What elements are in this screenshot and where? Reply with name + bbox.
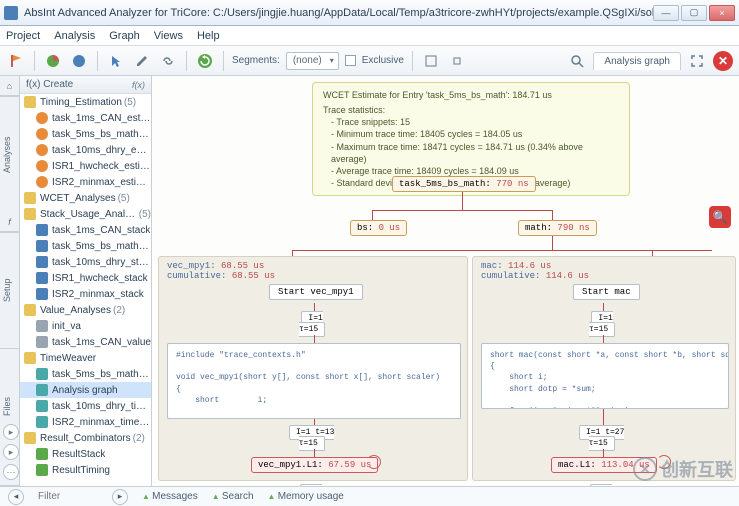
tree-item[interactable]: task_10ms_dhry_timewea bbox=[20, 398, 151, 414]
close-button[interactable]: × bbox=[709, 5, 735, 21]
tool-fullscreen-icon[interactable] bbox=[687, 51, 707, 71]
tree-group[interactable]: Result_Combinators (2) bbox=[20, 430, 151, 446]
tree-group[interactable]: Stack_Usage_Analyses (5) bbox=[20, 206, 151, 222]
nav-down-icon[interactable]: ▸ bbox=[3, 444, 19, 460]
status-next-button[interactable]: ▸ bbox=[112, 489, 128, 505]
tool-search-icon[interactable] bbox=[567, 51, 587, 71]
wcet-line: Minimum trace time: 18405 cycles = 184.0… bbox=[331, 128, 619, 140]
status-bar: ◂ ▸ Messages Search Memory usage bbox=[0, 486, 739, 506]
menu-bar: Project Analysis Graph Views Help bbox=[0, 26, 739, 46]
exclusive-checkbox[interactable] bbox=[345, 55, 356, 66]
tab-analysis-graph[interactable]: Analysis graph bbox=[593, 52, 681, 70]
segments-combo[interactable]: (none) bbox=[286, 52, 339, 70]
tree-item[interactable]: task_5ms_bs_math_timewe bbox=[20, 366, 151, 382]
nav-circles: ▸ ▸ ⋯ bbox=[3, 424, 19, 480]
tree-group[interactable]: TimeWeaver bbox=[20, 350, 151, 366]
wcet-header: WCET Estimate for Entry 'task_5ms_bs_mat… bbox=[323, 89, 619, 101]
tree-group[interactable]: Value_Analyses (2) bbox=[20, 302, 151, 318]
tree-item[interactable]: ResultTiming bbox=[20, 462, 151, 478]
watermark: ✕创新互联 bbox=[633, 456, 733, 482]
node-bs[interactable]: bs: 0 us bbox=[350, 220, 407, 236]
tool-collapse-icon[interactable] bbox=[447, 51, 467, 71]
node-root[interactable]: task_5ms_bs_math: 770 ns bbox=[392, 176, 536, 192]
segments-label: Segments: bbox=[232, 55, 280, 66]
node-i2-right[interactable]: I=1 t=27τ=15 bbox=[579, 425, 624, 451]
tree-item[interactable]: ISR2_minmax_estimate bbox=[20, 174, 151, 190]
title-bar: AbsInt Advanced Analyzer for TriCore: C:… bbox=[0, 0, 739, 26]
tree-item[interactable]: ResultStack bbox=[20, 446, 151, 462]
sidetab-home-icon[interactable]: ⌂ bbox=[0, 76, 19, 96]
tree-item[interactable]: init_va bbox=[20, 318, 151, 334]
exclusive-label: Exclusive bbox=[362, 55, 404, 66]
tool-pie-icon[interactable] bbox=[43, 51, 63, 71]
wcet-sub: Trace statistics: bbox=[323, 104, 619, 116]
canvas-search-button[interactable]: 🔍 bbox=[709, 206, 731, 228]
node-math[interactable]: math: 790 ns bbox=[518, 220, 597, 236]
window-title: AbsInt Advanced Analyzer for TriCore: C:… bbox=[24, 7, 653, 19]
node-i2-left[interactable]: I=1 t=13τ=15 bbox=[289, 425, 334, 451]
tree-item[interactable]: task_5ms_bs_math_estim bbox=[20, 126, 151, 142]
sidetab-fx-icon[interactable]: f bbox=[0, 212, 19, 232]
tree-item[interactable]: Analysis graph bbox=[20, 382, 151, 398]
close-tab-button[interactable]: ✕ bbox=[713, 51, 733, 71]
graph-canvas[interactable]: WCET Estimate for Entry 'task_5ms_bs_mat… bbox=[152, 76, 739, 486]
tool-link-icon[interactable] bbox=[158, 51, 178, 71]
code-mac: short mac(const short *a, const short *b… bbox=[481, 343, 729, 409]
wcet-line: Maximum trace time: 18471 cycles = 184.7… bbox=[331, 141, 619, 165]
menu-analysis[interactable]: Analysis bbox=[54, 30, 95, 42]
tool-globe-icon[interactable] bbox=[69, 51, 89, 71]
menu-project[interactable]: Project bbox=[6, 30, 40, 42]
node-loop-vecmpy1[interactable]: vec_mpy1.L1: 67.59 us bbox=[251, 457, 378, 473]
tool-expand-icon[interactable] bbox=[421, 51, 441, 71]
node-start-vecmpy1[interactable]: Start vec_mpy1 bbox=[269, 284, 363, 300]
tree-item[interactable]: task_1ms_CAN_value bbox=[20, 334, 151, 350]
tree-item[interactable]: ISR2_minmax_timeweave bbox=[20, 414, 151, 430]
loop-icon bbox=[367, 455, 381, 469]
menu-graph[interactable]: Graph bbox=[109, 30, 140, 42]
tree-item[interactable]: ISR1_hwcheck_estimate bbox=[20, 158, 151, 174]
tree-item[interactable]: task_10ms_dhry_estimate bbox=[20, 142, 151, 158]
tree-group[interactable]: WCET_Analyses (5) bbox=[20, 190, 151, 206]
nav-more-icon[interactable]: ⋯ bbox=[3, 464, 19, 480]
maximize-button[interactable]: ▢ bbox=[681, 5, 707, 21]
node-i1-right[interactable]: I=1τ=15 bbox=[589, 311, 615, 337]
tree-item[interactable]: task_1ms_CAN_stack bbox=[20, 222, 151, 238]
tool-cursor-icon[interactable] bbox=[106, 51, 126, 71]
menu-help[interactable]: Help bbox=[197, 30, 220, 42]
tool-edit-icon[interactable] bbox=[132, 51, 152, 71]
status-prev-button[interactable]: ◂ bbox=[8, 489, 24, 505]
sidetab-setup[interactable]: Setup bbox=[0, 232, 19, 348]
panel-mac: mac: 114.6 uscumulative: 114.6 us Start … bbox=[472, 256, 736, 481]
sidetab-analyses[interactable]: Analyses bbox=[0, 96, 19, 212]
tree-item[interactable]: task_10ms_dhry_stack bbox=[20, 254, 151, 270]
tree-group[interactable]: Timing_Estimation (5) bbox=[20, 94, 151, 110]
filter-input[interactable] bbox=[38, 491, 98, 502]
project-tree: f(x) Createf(x) Timing_Estimation (5)tas… bbox=[20, 76, 152, 486]
status-search[interactable]: Search bbox=[212, 491, 254, 502]
tree-item[interactable]: task_1ms_CAN_estimate bbox=[20, 110, 151, 126]
code-vecmpy1: #include "trace_contexts.h" void vec_mpy… bbox=[167, 343, 461, 419]
tree-header: f(x) Createf(x) bbox=[20, 76, 151, 94]
tool-flag-icon[interactable] bbox=[6, 51, 26, 71]
wcet-line: Trace snippets: 15 bbox=[331, 116, 619, 128]
tool-reload-icon[interactable] bbox=[195, 51, 215, 71]
minimize-button[interactable]: — bbox=[653, 5, 679, 21]
panel-vec-mpy1: vec_mpy1: 68.55 uscumulative: 68.55 us S… bbox=[158, 256, 468, 481]
tree-item[interactable]: ISR2_minmax_stack bbox=[20, 286, 151, 302]
tree-item[interactable]: ISR1_hwcheck_stack bbox=[20, 270, 151, 286]
toolbar: Segments: (none) Exclusive Analysis grap… bbox=[0, 46, 739, 76]
nav-up-icon[interactable]: ▸ bbox=[3, 424, 19, 440]
tree-item[interactable]: task_5ms_bs_math_stack bbox=[20, 238, 151, 254]
menu-views[interactable]: Views bbox=[154, 30, 183, 42]
node-start-mac[interactable]: Start mac bbox=[573, 284, 640, 300]
status-messages[interactable]: Messages bbox=[142, 491, 198, 502]
app-icon bbox=[4, 6, 18, 20]
status-memory[interactable]: Memory usage bbox=[268, 491, 344, 502]
node-i1-left[interactable]: I=1τ=15 bbox=[299, 311, 325, 337]
